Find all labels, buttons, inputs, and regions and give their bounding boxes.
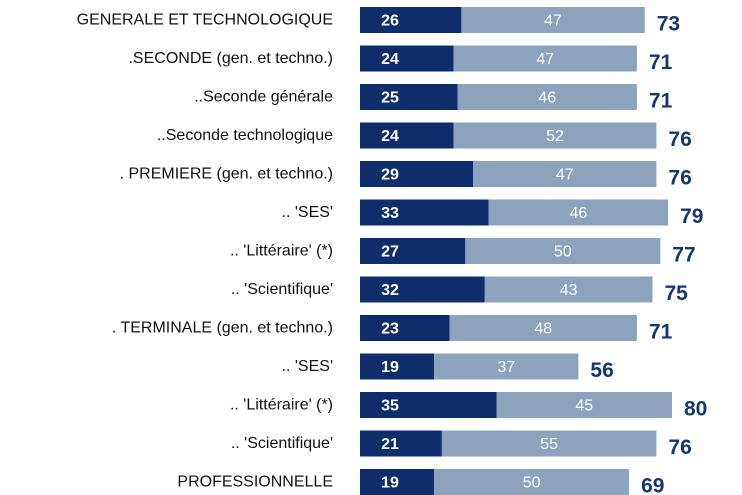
bar-segment: [465, 238, 661, 264]
segment-label: 25: [381, 90, 399, 107]
category-label: . PREMIERE (gen. et techno.): [120, 166, 333, 183]
segment-label: 32: [381, 282, 399, 299]
category-label: .SECONDE (gen. et techno.): [128, 50, 333, 67]
segment-label: 48: [534, 321, 552, 338]
bar-segment: [453, 122, 657, 149]
bar-segment: [360, 45, 454, 72]
segment-label: 47: [536, 51, 554, 68]
category-label: ..Seconde technologique: [157, 127, 333, 144]
bar-segment: [457, 84, 637, 110]
bar-segment: [360, 161, 474, 187]
bar-segment: [488, 199, 669, 226]
segment-label: 35: [381, 398, 399, 415]
bar-segment: [360, 276, 485, 303]
segment-label: 19: [381, 475, 399, 492]
bar-segment: [434, 469, 630, 495]
total-label: 69: [641, 475, 664, 495]
bar-segment: [496, 392, 672, 418]
segment-label: 47: [544, 13, 562, 30]
bar-segment: [360, 469, 435, 495]
segment-label: 27: [381, 244, 399, 261]
segment-label: 26: [381, 13, 399, 30]
total-label: 76: [668, 436, 691, 459]
bar-segment: [461, 7, 645, 33]
category-label: ..Seconde générale: [194, 89, 333, 106]
bar-segment: [360, 122, 454, 149]
bar-segment: [360, 430, 442, 457]
bar-segment: [449, 315, 637, 341]
segment-label: 21: [381, 436, 399, 453]
category-label: .. 'SES': [282, 204, 333, 221]
total-label: 73: [657, 13, 680, 36]
bar-segment: [484, 276, 653, 303]
total-label: 71: [649, 90, 673, 113]
category-label: PROFESSIONNELLE: [177, 474, 333, 491]
total-label: 56: [590, 359, 613, 382]
segment-label: 23: [381, 321, 399, 338]
segment-label: 50: [554, 244, 572, 261]
total-label: 71: [649, 51, 673, 74]
segment-label: 47: [556, 167, 574, 184]
category-label: GENERALE ET TECHNOLOGIQUE: [77, 12, 333, 29]
segment-label: 46: [538, 90, 556, 107]
bar-segment: [434, 353, 579, 380]
total-label: 75: [665, 282, 689, 305]
bar-segment: [360, 353, 435, 380]
segment-label: 24: [381, 128, 399, 145]
bar-segment: [453, 45, 637, 72]
bar-segment: [360, 238, 466, 264]
total-label: 76: [668, 128, 691, 151]
category-label: .. 'Scientifique': [231, 281, 333, 298]
bar-segment: [360, 392, 497, 418]
segment-label: 19: [381, 359, 399, 376]
segment-label: 37: [497, 359, 515, 376]
bar-segment: [441, 430, 657, 457]
segment-label: 55: [540, 436, 558, 453]
segment-label: 29: [381, 167, 399, 184]
total-label: 80: [684, 398, 707, 421]
segment-label: 45: [575, 398, 593, 415]
segment-label: 43: [560, 282, 578, 299]
category-label: .. 'Littéraire' (*): [230, 397, 333, 414]
segment-label: 33: [381, 205, 399, 222]
bar-segment: [473, 161, 657, 187]
bar-segment: [360, 7, 462, 33]
segment-label: 46: [570, 205, 588, 222]
total-label: 79: [680, 205, 703, 228]
category-label: .. 'Scientifique': [231, 435, 333, 452]
segment-label: 50: [523, 475, 541, 492]
bar-segment: [360, 199, 489, 226]
category-label: .. 'Littéraire' (*): [230, 243, 333, 260]
segment-label: 52: [546, 128, 564, 145]
total-label: 76: [668, 167, 691, 190]
segment-label: 24: [381, 51, 399, 68]
bar-segment: [360, 315, 450, 341]
total-label: 77: [672, 244, 695, 267]
bar-segment: [360, 84, 458, 110]
category-label: .. 'SES': [282, 358, 333, 375]
category-label: . TERMINALE (gen. et techno.): [112, 320, 333, 337]
total-label: 71: [649, 321, 673, 344]
